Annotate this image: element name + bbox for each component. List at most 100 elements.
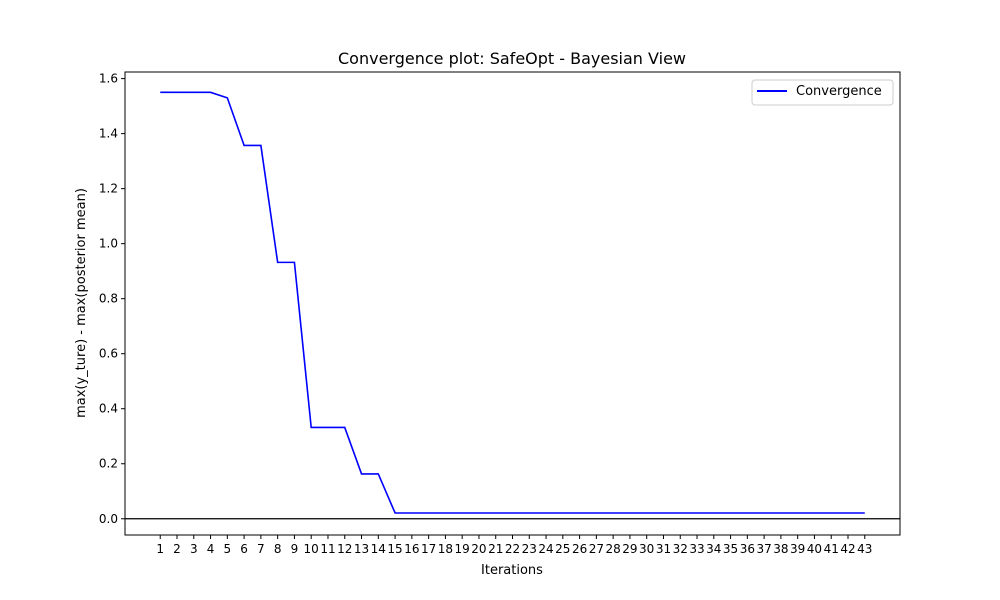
x-axis-label: Iterations xyxy=(481,563,543,578)
y-tick-label: 0.6 xyxy=(99,347,118,361)
data-point xyxy=(344,427,345,428)
y-tick-label: 0.2 xyxy=(99,457,118,471)
legend-label-convergence: Convergence xyxy=(796,84,882,99)
x-tick-label: 23 xyxy=(522,542,537,556)
data-point xyxy=(864,512,865,513)
data-point xyxy=(780,512,781,513)
data-point xyxy=(327,427,328,428)
chart-title: Convergence plot: SafeOpt - Bayesian Vie… xyxy=(338,49,686,68)
x-tick-label: 1 xyxy=(156,542,164,556)
x-tick-label: 12 xyxy=(337,542,352,556)
x-tick-label: 28 xyxy=(606,542,621,556)
y-tick-label: 1.4 xyxy=(99,127,118,141)
data-point xyxy=(495,512,496,513)
data-point xyxy=(663,512,664,513)
data-point xyxy=(562,512,563,513)
x-tick-label: 5 xyxy=(224,542,232,556)
data-point xyxy=(730,512,731,513)
data-point xyxy=(596,512,597,513)
x-tick-label: 15 xyxy=(387,542,402,556)
data-point xyxy=(294,262,295,263)
axes-frame xyxy=(124,71,901,536)
data-point xyxy=(613,512,614,513)
data-point xyxy=(394,512,395,513)
data-point xyxy=(311,427,312,428)
x-tick-label: 10 xyxy=(304,542,319,556)
y-tick-label: 0.8 xyxy=(99,292,118,306)
x-tick-label: 3 xyxy=(190,542,198,556)
data-point xyxy=(680,512,681,513)
plot-area: 0.00.20.40.60.81.01.21.41.61 2 3 4 5 6 7 8 9 10 11… xyxy=(99,71,901,556)
x-tick-label: 41 xyxy=(824,542,839,556)
x-tick-label: 7 xyxy=(257,542,265,556)
x-tick-label: 2 xyxy=(173,542,181,556)
x-tick-label: 38 xyxy=(773,542,788,556)
y-tick-label: 0.0 xyxy=(99,512,118,526)
data-point xyxy=(260,145,261,146)
y-tick-label: 1.0 xyxy=(99,237,118,251)
x-tick-label: 16 xyxy=(404,542,419,556)
x-tick-label: 37 xyxy=(756,542,771,556)
data-point xyxy=(411,512,412,513)
data-point xyxy=(529,512,530,513)
x-tick-label: 17 xyxy=(421,542,436,556)
x-tick-label: 34 xyxy=(706,542,721,556)
x-tick-label: 42 xyxy=(840,542,855,556)
x-tick-label: 20 xyxy=(471,542,486,556)
x-tick-label: 27 xyxy=(589,542,604,556)
data-point xyxy=(428,512,429,513)
x-tick-label: 30 xyxy=(639,542,654,556)
series-line-convergence xyxy=(160,91,865,514)
y-axis-label: max(y_ture) - max(posterior mean) xyxy=(74,188,89,418)
data-point xyxy=(797,512,798,513)
y-tick-label: 1.2 xyxy=(99,182,118,196)
x-tick-label: 22 xyxy=(505,542,520,556)
data-point xyxy=(646,512,647,513)
x-tick-label: 24 xyxy=(538,542,553,556)
data-point xyxy=(160,92,161,93)
data-point xyxy=(445,512,446,513)
data-point xyxy=(193,92,194,93)
x-tick-label: 32 xyxy=(673,542,688,556)
data-point xyxy=(176,92,177,93)
x-tick-label: 6 xyxy=(240,542,248,556)
data-point xyxy=(244,145,245,146)
x-tick-label: 14 xyxy=(371,542,386,556)
data-point xyxy=(696,512,697,513)
legend-box xyxy=(751,79,894,106)
data-point xyxy=(831,512,832,513)
x-tick-label: 36 xyxy=(740,542,755,556)
x-tick-label: 21 xyxy=(488,542,503,556)
x-tick-label: 33 xyxy=(689,542,704,556)
data-point xyxy=(764,512,765,513)
x-tick-label: 8 xyxy=(274,542,282,556)
data-point xyxy=(378,473,379,474)
data-point xyxy=(210,92,211,93)
data-point xyxy=(462,512,463,513)
x-tick-label: 40 xyxy=(807,542,822,556)
x-tick-label: 19 xyxy=(455,542,470,556)
data-point xyxy=(227,97,228,98)
data-point xyxy=(629,512,630,513)
y-tick-label: 0.4 xyxy=(99,402,118,416)
legend: Convergence xyxy=(751,79,894,106)
y-tick-label: 1.6 xyxy=(99,72,118,86)
x-tick-label: 18 xyxy=(438,542,453,556)
data-point xyxy=(512,512,513,513)
data-point xyxy=(579,512,580,513)
x-tick-label: 9 xyxy=(291,542,299,556)
x-tick-label: 25 xyxy=(555,542,570,556)
data-point xyxy=(747,512,748,513)
data-point xyxy=(361,473,362,474)
x-tick-label: 13 xyxy=(354,542,369,556)
x-tick-label: 29 xyxy=(622,542,637,556)
x-tick-label: 35 xyxy=(723,542,738,556)
x-tick-label: 11 xyxy=(320,542,335,556)
x-tick-label: 39 xyxy=(790,542,805,556)
data-point xyxy=(713,512,714,513)
data-point xyxy=(478,512,479,513)
x-tick-label: 26 xyxy=(572,542,587,556)
x-tick-label: 43 xyxy=(857,542,872,556)
data-point xyxy=(847,512,848,513)
